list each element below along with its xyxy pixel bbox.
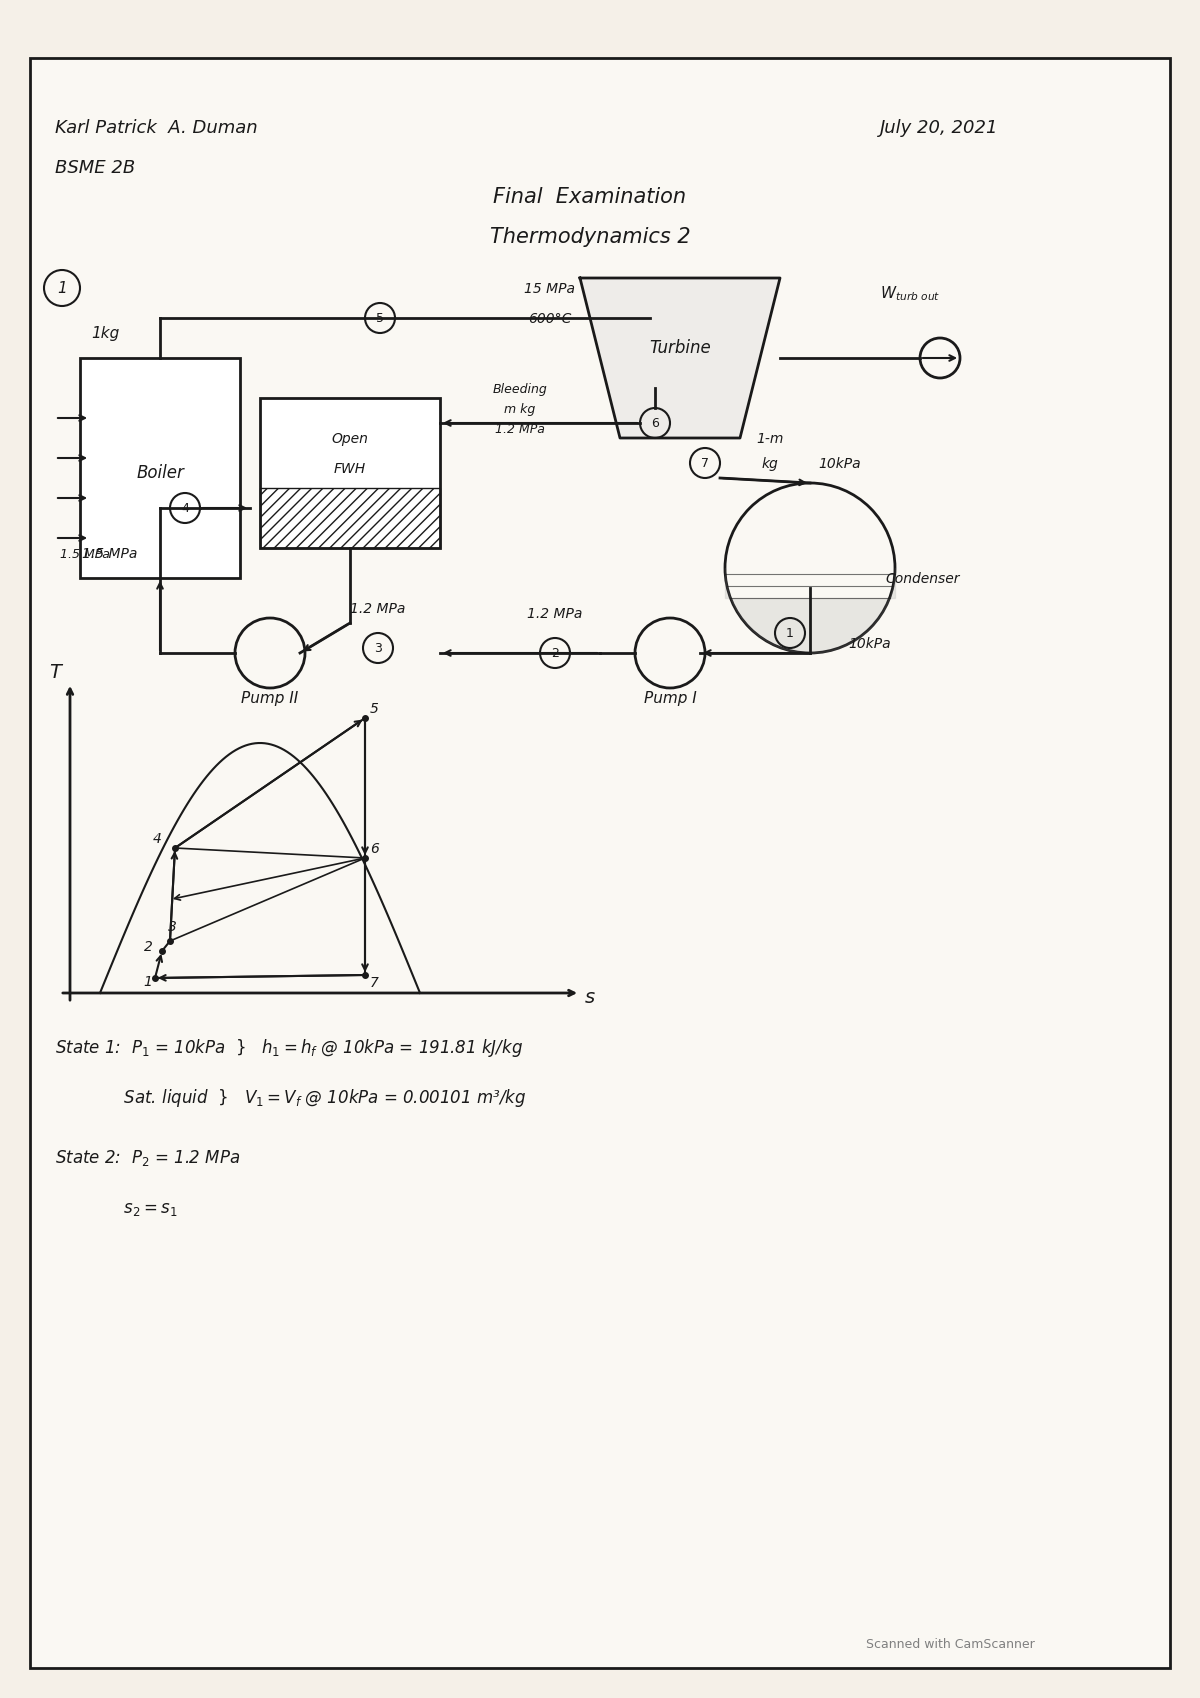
Text: Boiler: Boiler bbox=[136, 464, 184, 482]
Text: Condenser: Condenser bbox=[886, 572, 960, 586]
Bar bbox=[260, 397, 440, 548]
Text: Open: Open bbox=[331, 431, 368, 447]
Text: BSME 2B: BSME 2B bbox=[55, 160, 136, 177]
Text: 3: 3 bbox=[168, 920, 176, 934]
Text: s: s bbox=[584, 988, 595, 1007]
Text: $W_{turb\ out}$: $W_{turb\ out}$ bbox=[880, 284, 941, 302]
Text: 7: 7 bbox=[370, 976, 379, 990]
Polygon shape bbox=[580, 278, 780, 438]
Text: Pump II: Pump II bbox=[241, 691, 299, 706]
Bar bbox=[80, 358, 240, 577]
Text: Turbine: Turbine bbox=[649, 340, 710, 357]
Text: 1.5 MPa: 1.5 MPa bbox=[83, 547, 138, 560]
Text: Thermodynamics 2: Thermodynamics 2 bbox=[490, 228, 690, 246]
Text: 10kPa: 10kPa bbox=[848, 637, 892, 650]
Text: 2: 2 bbox=[551, 647, 559, 659]
Text: 600°C: 600°C bbox=[528, 312, 571, 326]
Text: T: T bbox=[49, 662, 61, 683]
Text: 1kg: 1kg bbox=[91, 326, 119, 341]
Text: Scanned with CamScanner: Scanned with CamScanner bbox=[865, 1639, 1034, 1650]
Text: 1-m: 1-m bbox=[756, 431, 784, 447]
Text: State 1:  $P_1$ = 10kPa  $\}$   $h_1 = h_f$ @ 10kPa = 191.81 kJ/kg: State 1: $P_1$ = 10kPa $\}$ $h_1 = h_f$ … bbox=[55, 1037, 523, 1060]
Text: 1: 1 bbox=[143, 975, 152, 988]
Text: 2: 2 bbox=[144, 941, 152, 954]
Text: 5: 5 bbox=[370, 701, 379, 717]
Text: State 2:  $P_2$ = 1.2 MPa: State 2: $P_2$ = 1.2 MPa bbox=[55, 1148, 240, 1168]
Text: 4: 4 bbox=[154, 832, 162, 846]
Text: 15 MPa: 15 MPa bbox=[524, 282, 576, 295]
Text: Pump I: Pump I bbox=[643, 691, 696, 706]
Text: $s_2 = s_1$: $s_2 = s_1$ bbox=[55, 1200, 178, 1217]
Text: 7: 7 bbox=[701, 457, 709, 470]
Text: 1.2 MPa: 1.2 MPa bbox=[527, 606, 583, 621]
Text: July 20, 2021: July 20, 2021 bbox=[880, 119, 998, 138]
Text: 1.2 MPa: 1.2 MPa bbox=[350, 603, 406, 616]
Text: FWH: FWH bbox=[334, 462, 366, 475]
Text: 5: 5 bbox=[376, 311, 384, 324]
Text: 6: 6 bbox=[370, 842, 379, 856]
Text: kg: kg bbox=[762, 457, 779, 470]
Text: Karl Patrick  A. Duman: Karl Patrick A. Duman bbox=[55, 119, 258, 138]
Text: 4: 4 bbox=[181, 501, 188, 514]
Text: Sat. liquid  $\}$   $V_1 = V_f$ @ 10kPa = 0.00101 m³/kg: Sat. liquid $\}$ $V_1 = V_f$ @ 10kPa = 0… bbox=[55, 1087, 527, 1109]
Text: Final  Examination: Final Examination bbox=[493, 187, 686, 207]
Text: 6: 6 bbox=[652, 416, 659, 430]
Text: 1: 1 bbox=[786, 627, 794, 640]
Text: 1.2 MPa: 1.2 MPa bbox=[496, 423, 545, 436]
Bar bbox=[260, 487, 440, 548]
Text: 10kPa: 10kPa bbox=[818, 457, 862, 470]
Text: 1.5 MPa: 1.5 MPa bbox=[60, 548, 110, 560]
Text: m kg: m kg bbox=[504, 402, 535, 416]
Text: Bleeding: Bleeding bbox=[493, 384, 547, 396]
Text: 1: 1 bbox=[58, 280, 67, 295]
Text: 3: 3 bbox=[374, 642, 382, 654]
